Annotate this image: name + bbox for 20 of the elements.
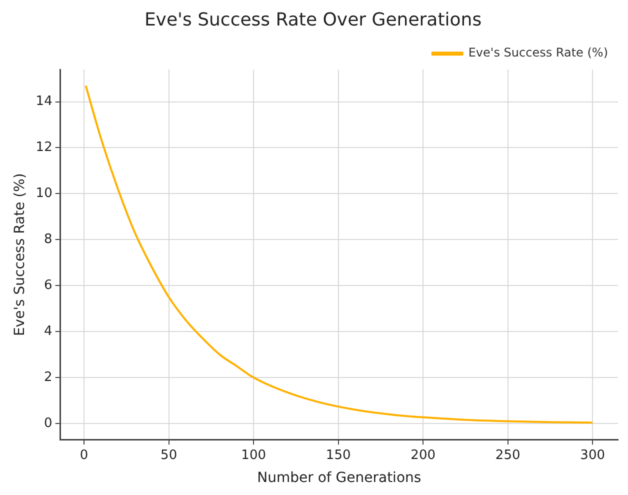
y-tick-label: 2: [44, 370, 52, 385]
y-tick-label: 4: [44, 324, 52, 339]
x-tick-label: 0: [80, 448, 88, 463]
x-axis-title: Number of Generations: [257, 470, 422, 486]
x-tick-label: 100: [241, 448, 266, 463]
y-tick-label: 12: [36, 140, 52, 156]
x-tick-label: 200: [410, 448, 436, 463]
y-axis-title: Eve's Success Rate (%): [12, 173, 28, 336]
y-tick-label: 14: [36, 94, 52, 110]
x-tick-label: 50: [160, 448, 178, 463]
y-tick-label: 8: [44, 232, 52, 248]
chart-title: Eve's Success Rate Over Generations: [144, 9, 482, 30]
x-tick-label: 300: [580, 448, 605, 463]
x-tick-label: 150: [326, 448, 351, 463]
y-tick-label: 10: [36, 186, 52, 202]
legend-label: Eve's Success Rate (%): [468, 46, 608, 60]
y-tick-label: 0: [44, 416, 52, 431]
x-tick-label: 250: [495, 448, 520, 463]
y-tick-label: 6: [44, 278, 52, 293]
line-series: [84, 84, 594, 424]
